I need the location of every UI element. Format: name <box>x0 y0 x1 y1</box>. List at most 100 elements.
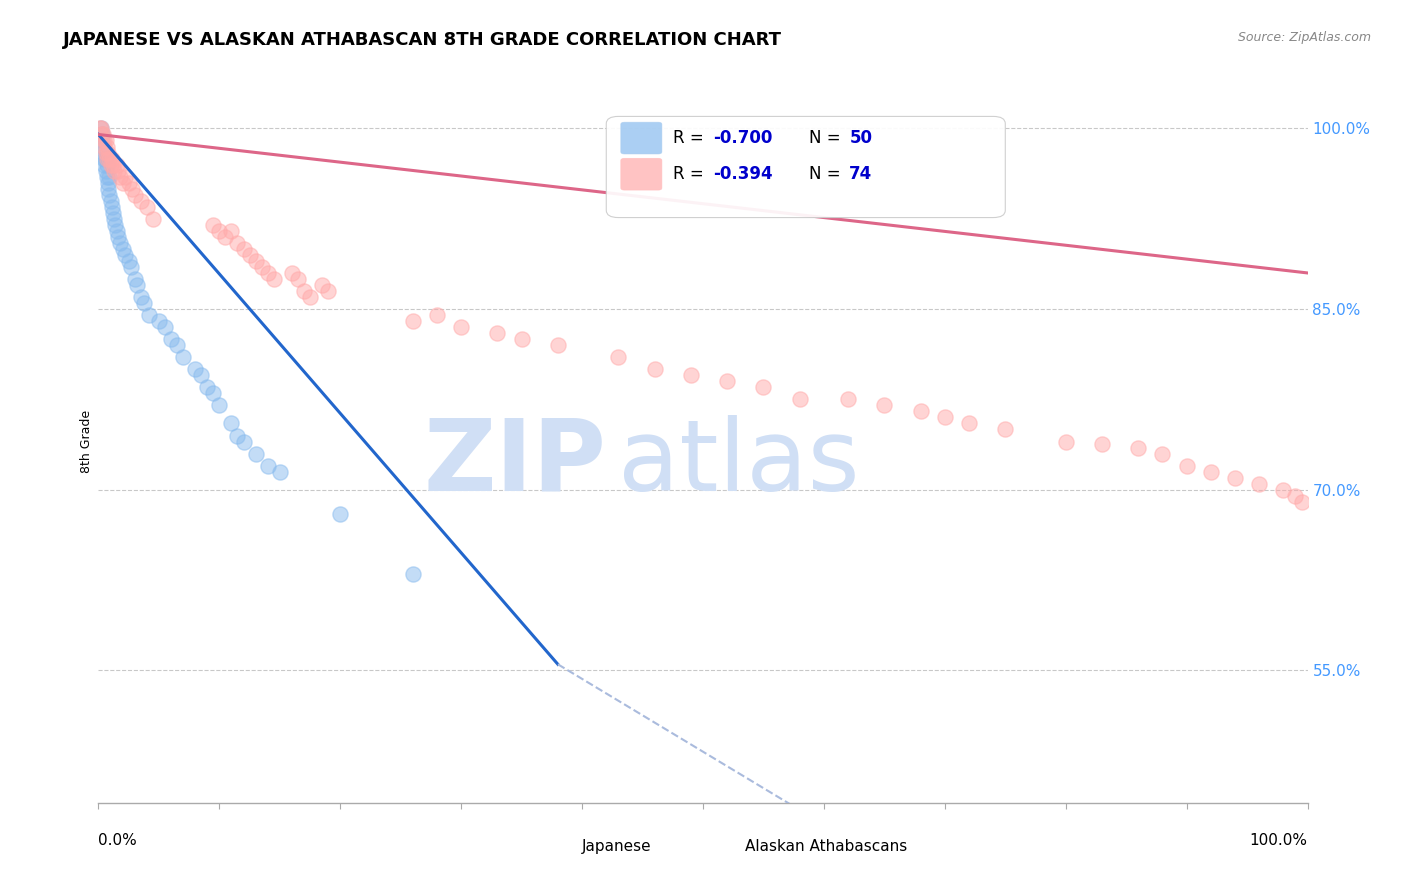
Point <box>269 465 291 479</box>
Point <box>1054 434 1077 449</box>
Point <box>111 242 134 256</box>
Point <box>118 254 141 268</box>
Point <box>101 158 124 172</box>
Point <box>97 176 120 190</box>
Point <box>256 266 278 280</box>
FancyBboxPatch shape <box>530 830 574 862</box>
Point <box>316 284 339 298</box>
Point <box>93 158 115 172</box>
Point <box>607 350 630 364</box>
Point <box>93 139 115 153</box>
Point <box>108 169 131 184</box>
Point <box>103 163 125 178</box>
Point <box>134 296 156 310</box>
Point <box>1152 447 1174 461</box>
FancyBboxPatch shape <box>693 830 737 862</box>
Point <box>239 248 262 262</box>
Point <box>108 235 131 250</box>
Point <box>93 133 115 147</box>
Point <box>118 176 141 190</box>
Point <box>208 398 231 412</box>
Point <box>450 320 472 334</box>
Point <box>245 254 267 268</box>
Text: R =: R = <box>673 129 709 147</box>
Point <box>281 266 304 280</box>
Point <box>91 128 114 142</box>
Point <box>94 152 117 166</box>
Text: 50: 50 <box>849 129 872 147</box>
Point <box>160 332 183 346</box>
Point <box>127 278 149 293</box>
Point <box>96 152 118 166</box>
Point <box>426 308 449 322</box>
FancyBboxPatch shape <box>606 116 1005 218</box>
Point <box>124 187 146 202</box>
Point <box>129 290 152 304</box>
Point <box>91 128 114 142</box>
Text: -0.700: -0.700 <box>713 129 772 147</box>
Point <box>873 398 896 412</box>
Point <box>172 350 194 364</box>
Point <box>94 145 117 160</box>
Point <box>120 260 142 274</box>
Text: 100.0%: 100.0% <box>1250 833 1308 848</box>
Point <box>1284 489 1306 503</box>
Point <box>184 362 207 376</box>
Point <box>1199 465 1222 479</box>
Point <box>98 169 121 184</box>
Point <box>96 139 118 153</box>
Point <box>1249 476 1271 491</box>
Point <box>994 423 1017 437</box>
Point <box>287 272 309 286</box>
Point <box>91 139 114 153</box>
Point <box>232 434 254 449</box>
Point <box>789 392 811 407</box>
Point <box>716 375 738 389</box>
Point <box>221 417 243 431</box>
Text: 74: 74 <box>849 165 873 183</box>
Point <box>752 380 775 394</box>
Point <box>103 211 125 226</box>
Point <box>1091 437 1114 451</box>
Point <box>96 158 118 172</box>
Point <box>190 368 212 383</box>
Point <box>226 235 249 250</box>
Point <box>96 169 118 184</box>
Point <box>94 163 117 178</box>
Point <box>89 121 111 136</box>
Text: Alaskan Athabascans: Alaskan Athabascans <box>745 838 907 854</box>
Point <box>1291 495 1313 509</box>
Point <box>138 308 160 322</box>
Point <box>547 338 569 352</box>
Point <box>104 218 127 232</box>
Point <box>107 163 129 178</box>
Point <box>402 567 425 582</box>
Point <box>135 200 157 214</box>
FancyBboxPatch shape <box>621 122 662 154</box>
Text: N =: N = <box>810 165 846 183</box>
Point <box>250 260 273 274</box>
Point <box>100 152 122 166</box>
Point <box>214 230 236 244</box>
Point <box>100 158 122 172</box>
Point <box>93 152 115 166</box>
Point <box>98 152 121 166</box>
Text: -0.394: -0.394 <box>713 165 772 183</box>
Point <box>129 194 152 208</box>
Text: 0.0%: 0.0% <box>98 833 138 848</box>
Point <box>1128 441 1150 455</box>
Point <box>837 392 859 407</box>
Point <box>90 121 112 136</box>
Point <box>202 218 225 232</box>
Point <box>232 242 254 256</box>
Point <box>142 211 165 226</box>
Point <box>256 458 278 473</box>
Y-axis label: 8th Grade: 8th Grade <box>80 410 93 473</box>
Point <box>91 128 114 142</box>
Point <box>208 224 231 238</box>
Point <box>226 428 249 442</box>
Point <box>105 224 128 238</box>
Point <box>679 368 702 383</box>
Point <box>402 314 425 328</box>
Point <box>100 194 122 208</box>
